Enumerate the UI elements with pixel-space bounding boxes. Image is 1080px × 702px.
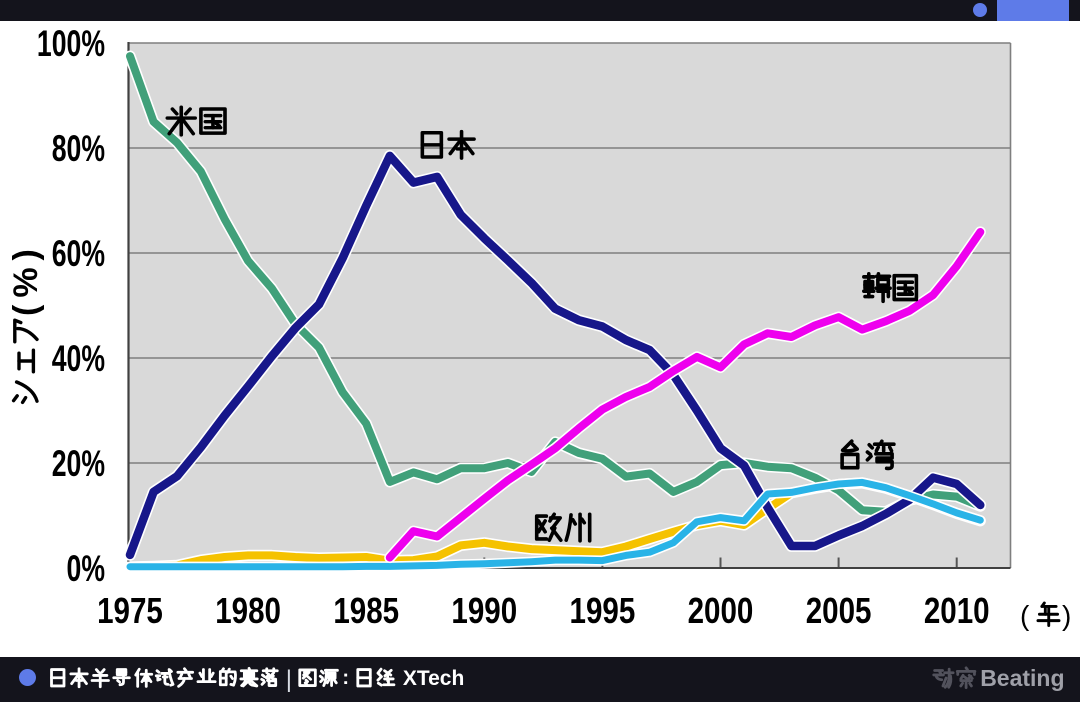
svg-text:1980: 1980 [215, 591, 281, 632]
svg-text:2005: 2005 [806, 591, 872, 632]
svg-text:(%): (%) [7, 242, 45, 316]
svg-text::: : [342, 667, 349, 689]
svg-text:|: | [286, 666, 292, 693]
svg-text:40%: 40% [52, 338, 105, 379]
svg-text:1990: 1990 [451, 591, 517, 632]
svg-text:): ) [1062, 600, 1071, 631]
svg-text:XTech: XTech [403, 667, 464, 690]
svg-text:100%: 100% [37, 23, 105, 64]
svg-text:(: ( [1020, 600, 1030, 631]
svg-text:2000: 2000 [688, 591, 754, 632]
svg-text:1995: 1995 [570, 591, 636, 632]
svg-text:1985: 1985 [333, 591, 399, 632]
svg-text:60%: 60% [52, 233, 105, 274]
svg-text:80%: 80% [52, 128, 105, 169]
svg-text:2010: 2010 [924, 591, 990, 632]
svg-text:20%: 20% [52, 443, 105, 484]
svg-text:Beating: Beating [980, 665, 1064, 691]
svg-text:1975: 1975 [97, 591, 163, 632]
svg-text:0%: 0% [67, 548, 105, 589]
